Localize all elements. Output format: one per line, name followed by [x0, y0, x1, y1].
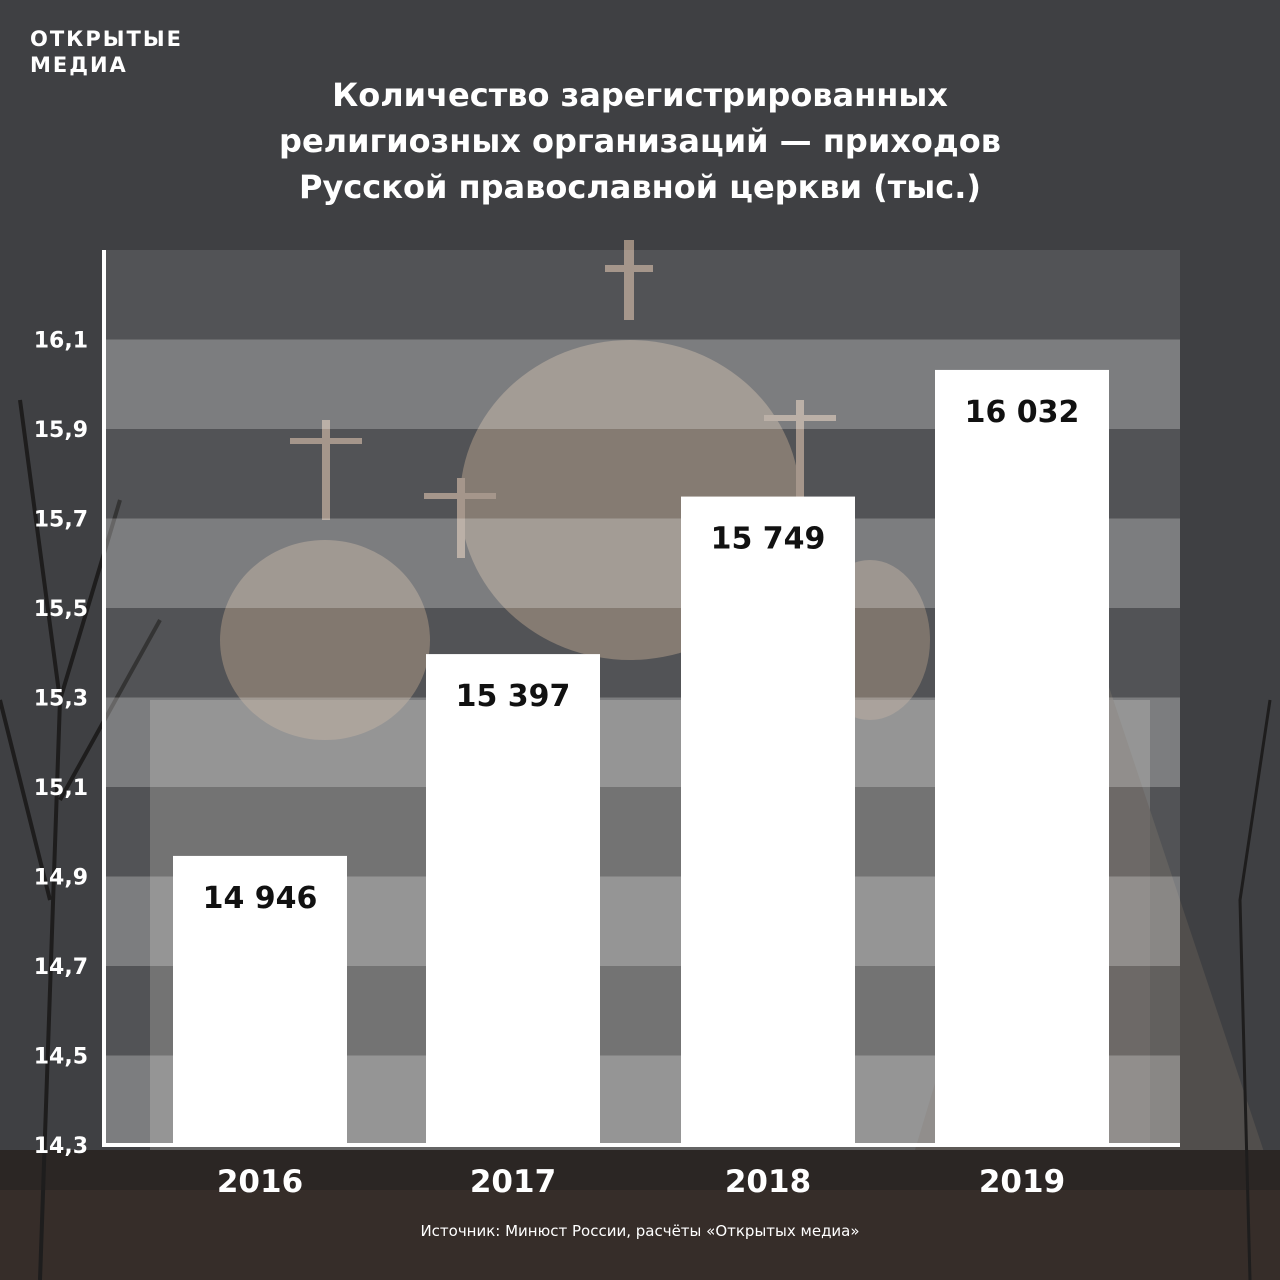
brand-logo: ОТКРЫТЫЕ МЕДИА: [30, 26, 183, 78]
y-tick-label: 15,9: [34, 418, 88, 443]
x-tick-label: 2019: [979, 1164, 1065, 1200]
bar: [173, 855, 347, 1143]
chart-title: Количество зарегистрированных религиозны…: [140, 72, 1140, 210]
bar-value-label: 14 946: [203, 881, 318, 916]
bar-value-label: 16 032: [965, 395, 1080, 430]
grid-band: [104, 250, 1180, 340]
bar-value-label: 15 749: [711, 522, 826, 557]
title-line-1: Количество зарегистрированных: [332, 76, 948, 114]
y-tick-label: 14,3: [34, 1134, 88, 1159]
brand-line-2: МЕДИА: [30, 53, 128, 77]
y-tick-label: 15,1: [34, 776, 88, 801]
bar: [935, 369, 1109, 1143]
y-tick-label: 14,5: [34, 1045, 88, 1070]
y-tick-label: 15,5: [34, 597, 88, 622]
title-line-3: Русской православной церкви (тыс.): [299, 168, 981, 206]
x-tick-label: 2016: [217, 1164, 303, 1200]
bar: [426, 654, 600, 1143]
y-tick-label: 15,3: [34, 687, 88, 712]
x-tick-label: 2018: [725, 1164, 811, 1200]
y-tick-label: 15,7: [34, 508, 88, 533]
brand-line-1: ОТКРЫТЫЕ: [30, 27, 183, 51]
title-line-2: религиозных организаций — приходов: [279, 122, 1001, 160]
x-tick-label: 2017: [470, 1164, 556, 1200]
y-tick-label: 14,9: [34, 866, 88, 891]
y-tick-label: 14,7: [34, 955, 88, 980]
source-note: Источник: Минюст России, расчёты «Открыт…: [420, 1222, 860, 1240]
bar: [681, 496, 855, 1143]
bar-value-label: 15 397: [456, 679, 571, 714]
y-tick-label: 16,1: [34, 329, 88, 354]
